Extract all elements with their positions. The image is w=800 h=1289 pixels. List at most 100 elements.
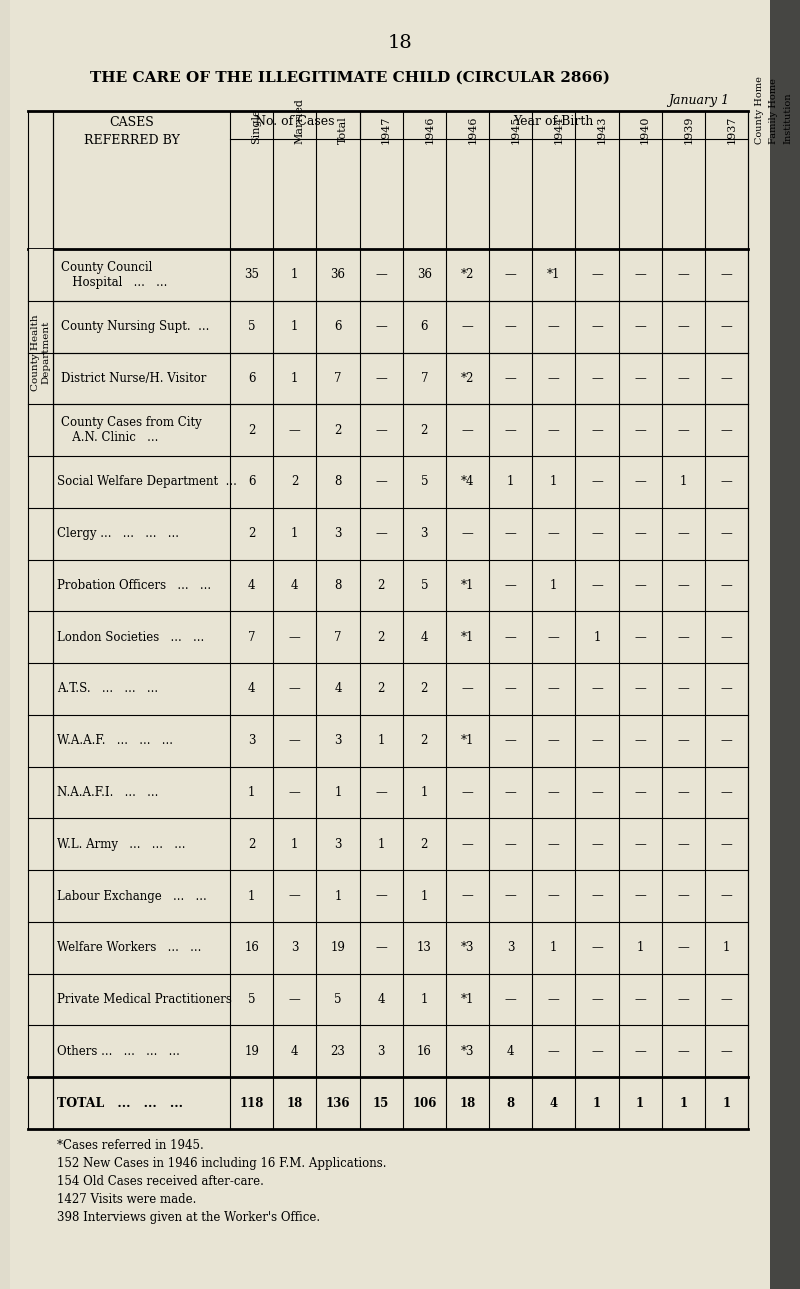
Text: Probation Officers   ...   ...: Probation Officers ... ...	[57, 579, 211, 592]
Text: —: —	[505, 838, 517, 851]
Text: 4: 4	[248, 579, 255, 592]
Text: 3: 3	[248, 735, 255, 748]
Text: —: —	[721, 373, 732, 385]
Text: 2: 2	[248, 527, 255, 540]
Text: 1: 1	[291, 268, 298, 281]
Text: —: —	[505, 527, 517, 540]
Text: 3: 3	[378, 1045, 385, 1058]
Text: 1: 1	[679, 476, 687, 489]
Text: 4: 4	[291, 1045, 298, 1058]
Text: —: —	[289, 682, 301, 696]
Text: —: —	[548, 1045, 560, 1058]
Text: 6: 6	[421, 320, 428, 333]
Text: 36: 36	[330, 268, 346, 281]
Text: 2: 2	[378, 630, 385, 643]
Text: 19: 19	[330, 941, 346, 954]
Text: County Cases from City
   A.N. Clinic   ...: County Cases from City A.N. Clinic ...	[61, 416, 202, 445]
Text: —: —	[721, 1045, 732, 1058]
Text: 7: 7	[334, 630, 342, 643]
Text: 106: 106	[412, 1097, 437, 1110]
Text: 398 Interviews given at the Worker's Office.: 398 Interviews given at the Worker's Off…	[57, 1210, 320, 1225]
Text: Clergy ...   ...   ...   ...: Clergy ... ... ... ...	[57, 527, 179, 540]
Text: 8: 8	[334, 579, 342, 592]
Text: —: —	[634, 373, 646, 385]
Text: 3: 3	[334, 527, 342, 540]
Text: —: —	[505, 268, 517, 281]
Text: 19: 19	[244, 1045, 259, 1058]
Text: January 1: January 1	[668, 94, 729, 107]
Text: 1: 1	[722, 941, 730, 954]
Text: —: —	[634, 838, 646, 851]
Text: 1427 Visits were made.: 1427 Visits were made.	[57, 1194, 196, 1207]
Text: 1: 1	[421, 786, 428, 799]
Text: 7: 7	[421, 373, 428, 385]
Text: 4: 4	[248, 682, 255, 696]
Text: —: —	[548, 682, 560, 696]
Text: 5: 5	[248, 993, 255, 1007]
Text: 2: 2	[378, 579, 385, 592]
Text: —: —	[678, 579, 689, 592]
Text: —: —	[591, 786, 602, 799]
Text: 1: 1	[594, 630, 601, 643]
Text: Single: Single	[251, 108, 262, 144]
Text: —: —	[678, 786, 689, 799]
Text: Social Welfare Department  ...: Social Welfare Department ...	[57, 476, 237, 489]
Text: —: —	[591, 941, 602, 954]
Text: —: —	[678, 1045, 689, 1058]
Text: *1: *1	[461, 579, 474, 592]
Text: 1939: 1939	[683, 116, 694, 144]
Text: —: —	[721, 630, 732, 643]
Text: 1: 1	[636, 1097, 644, 1110]
Text: W.A.A.F.   ...   ...   ...: W.A.A.F. ... ... ...	[57, 735, 173, 748]
Text: —: —	[721, 993, 732, 1007]
Text: 5: 5	[421, 579, 428, 592]
Text: 2: 2	[421, 424, 428, 437]
Text: 154 Old Cases received after-care.: 154 Old Cases received after-care.	[57, 1176, 264, 1188]
Text: 7: 7	[334, 373, 342, 385]
Text: 36: 36	[417, 268, 432, 281]
Text: 2: 2	[378, 682, 385, 696]
Text: —: —	[548, 993, 560, 1007]
Text: —: —	[678, 527, 689, 540]
Text: District Nurse/H. Visitor: District Nurse/H. Visitor	[61, 373, 206, 385]
Text: 16: 16	[417, 1045, 432, 1058]
Text: —: —	[505, 320, 517, 333]
Text: Labour Exchange   ...   ...: Labour Exchange ... ...	[57, 889, 206, 902]
Text: 5: 5	[421, 476, 428, 489]
Text: 16: 16	[244, 941, 259, 954]
Text: —: —	[634, 1045, 646, 1058]
Text: Others ...   ...   ...   ...: Others ... ... ... ...	[57, 1045, 180, 1058]
Text: 1: 1	[421, 889, 428, 902]
Text: *2: *2	[461, 373, 474, 385]
Text: 5: 5	[334, 993, 342, 1007]
Text: 1: 1	[291, 373, 298, 385]
Text: —: —	[505, 630, 517, 643]
Text: *3: *3	[461, 941, 474, 954]
Text: —: —	[548, 786, 560, 799]
Text: —: —	[721, 735, 732, 748]
Text: 8: 8	[506, 1097, 514, 1110]
Text: 1: 1	[378, 735, 385, 748]
Text: —: —	[505, 579, 517, 592]
Text: —: —	[591, 735, 602, 748]
Text: 3: 3	[334, 838, 342, 851]
Text: 2: 2	[248, 838, 255, 851]
Text: 18: 18	[459, 1097, 475, 1110]
Text: —: —	[678, 993, 689, 1007]
Text: —: —	[678, 373, 689, 385]
Text: —: —	[678, 838, 689, 851]
Text: —: —	[634, 735, 646, 748]
Text: *1: *1	[461, 993, 474, 1007]
Text: —: —	[462, 682, 474, 696]
Text: 1: 1	[248, 889, 255, 902]
Text: —: —	[634, 320, 646, 333]
Text: W.L. Army   ...   ...   ...: W.L. Army ... ... ...	[57, 838, 186, 851]
Text: A.T.S.   ...   ...   ...: A.T.S. ... ... ...	[57, 682, 158, 696]
Text: —: —	[462, 838, 474, 851]
Text: TOTAL   ...   ...   ...: TOTAL ... ... ...	[57, 1097, 183, 1110]
Text: 1: 1	[334, 786, 342, 799]
Text: —: —	[375, 373, 387, 385]
Text: 1946: 1946	[467, 116, 478, 144]
Text: 1: 1	[636, 941, 644, 954]
Text: —: —	[634, 268, 646, 281]
